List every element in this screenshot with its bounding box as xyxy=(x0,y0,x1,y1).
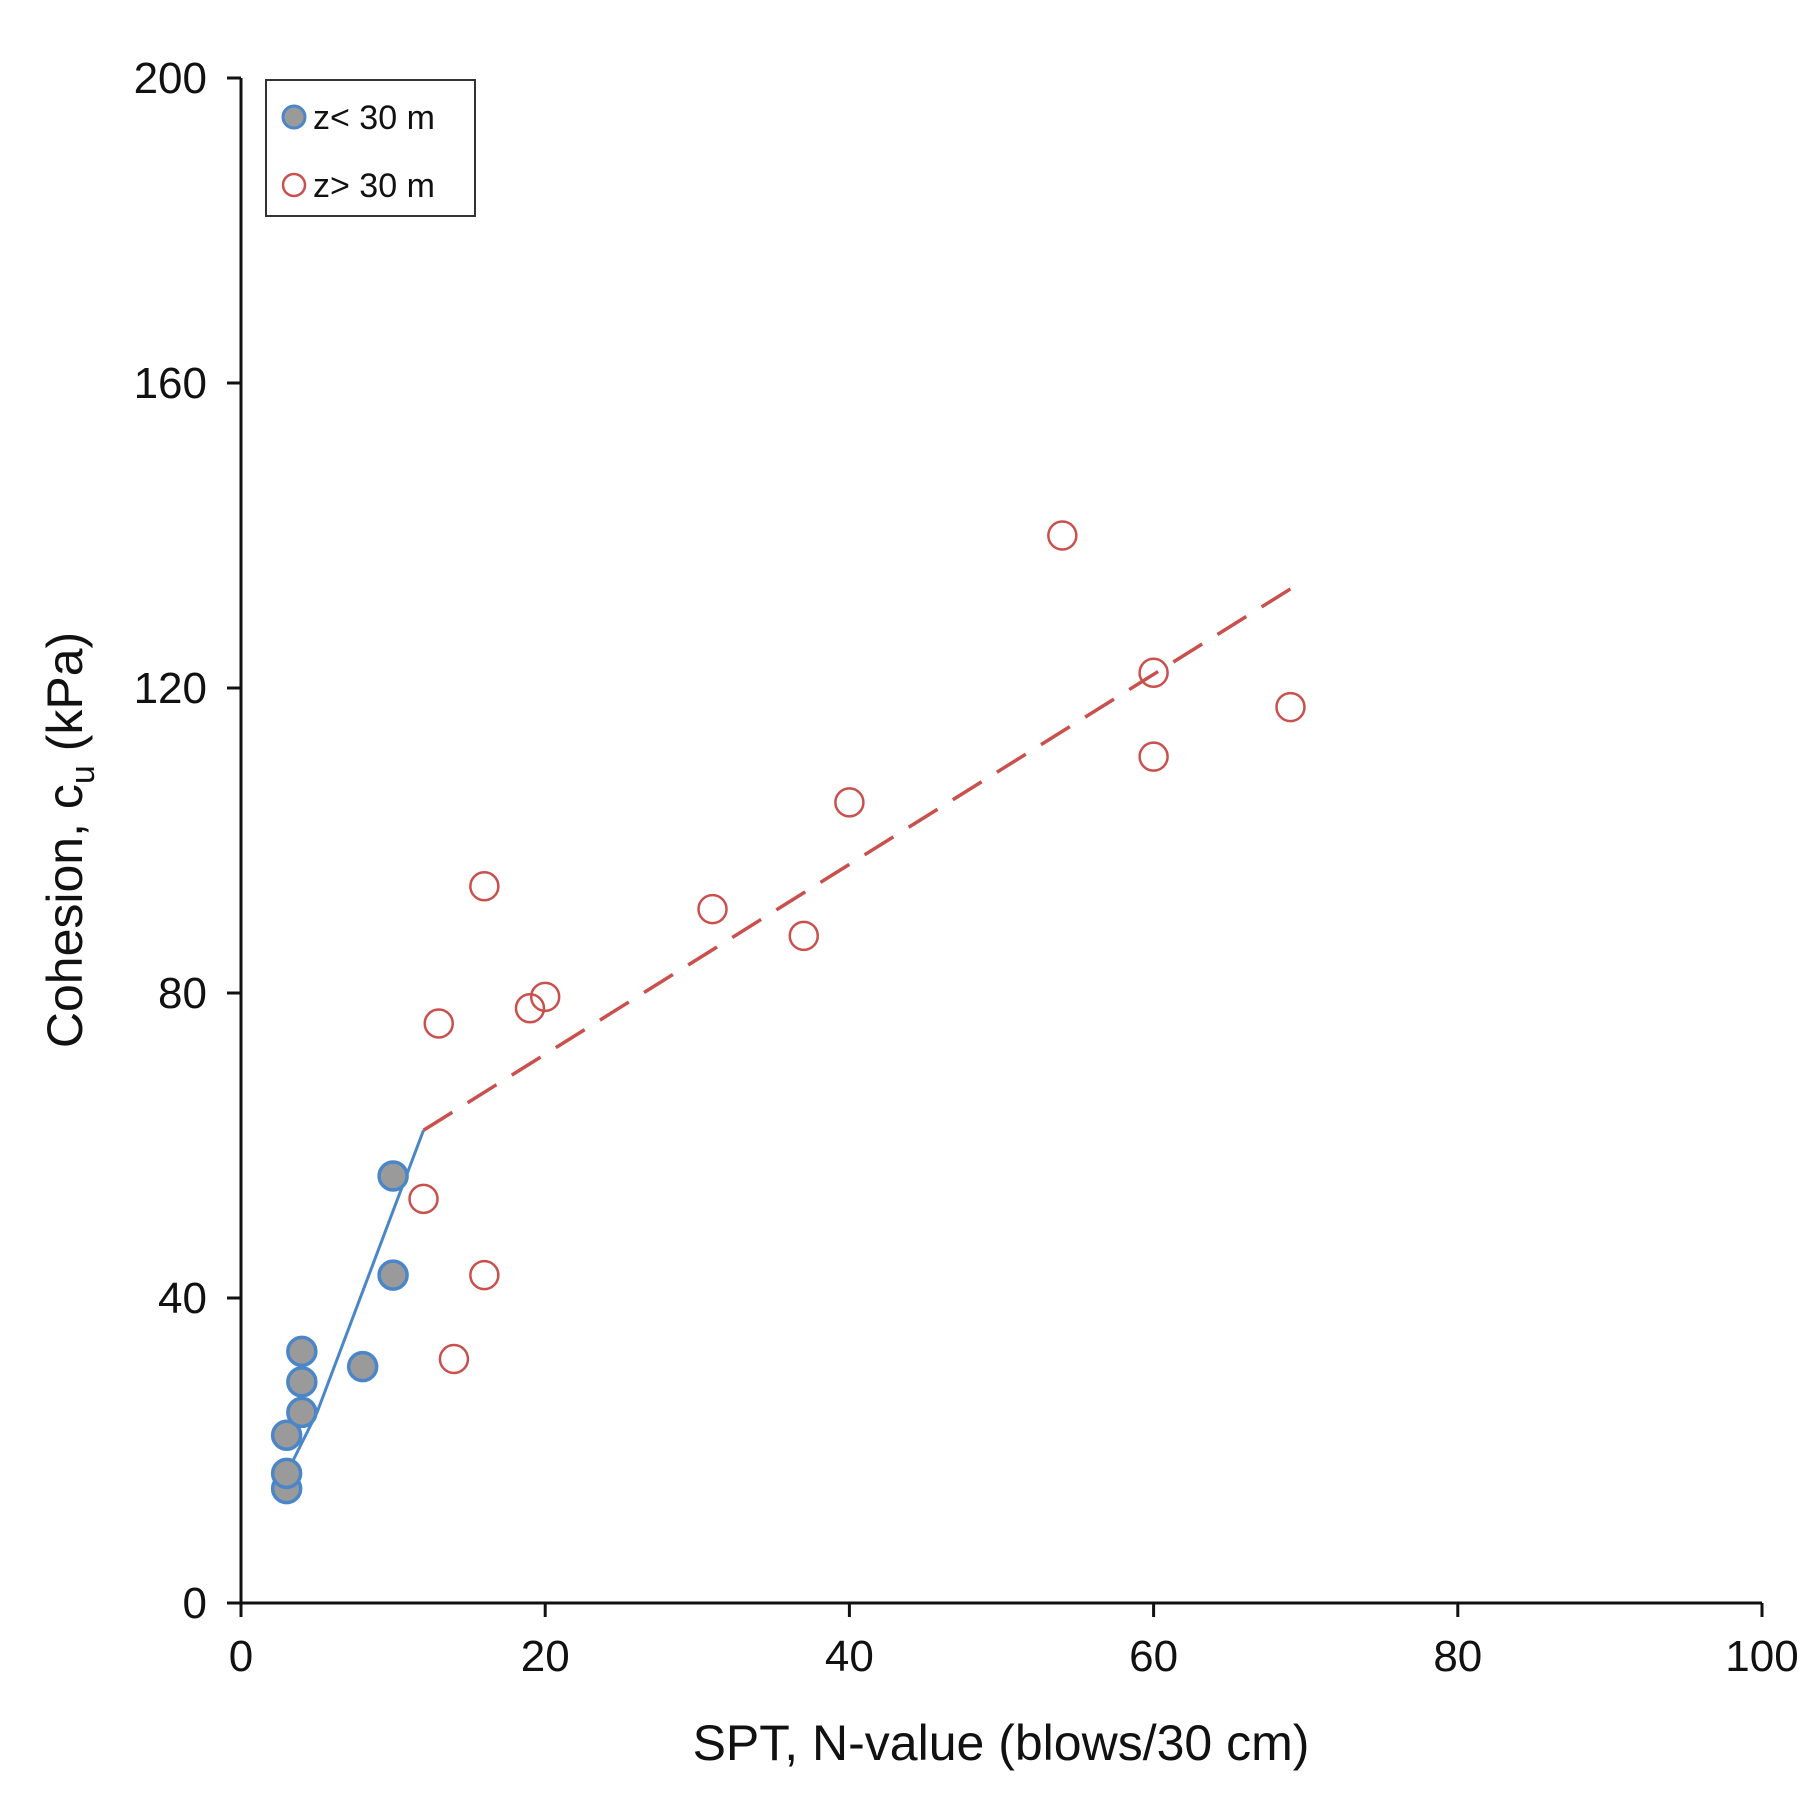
legend-marker-shallow xyxy=(281,104,307,130)
data-point-deep xyxy=(1047,520,1078,551)
y-axis-title-prefix: Cohesion, c xyxy=(37,784,93,1048)
y-tick-label: 0 xyxy=(183,1579,207,1628)
y-axis-title: Cohesion, cu (kPa) xyxy=(37,632,102,1048)
y-tick-label: 160 xyxy=(134,359,207,408)
data-point-deep xyxy=(1138,741,1169,772)
data-point-deep xyxy=(834,787,865,818)
data-point-deep xyxy=(469,1259,500,1291)
axes xyxy=(239,78,1762,1605)
data-point-deep xyxy=(697,893,728,925)
legend-marker-deep xyxy=(281,172,307,198)
x-tick-label: 40 xyxy=(825,1632,874,1681)
y-axis-title-subscript: u xyxy=(64,765,102,784)
data-point-deep xyxy=(408,1183,439,1215)
data-point-deep xyxy=(469,871,500,902)
x-axis-title: SPT, N-value (blows/30 cm) xyxy=(693,1715,1310,1771)
data-point-deep xyxy=(1138,657,1169,688)
data-point-deep xyxy=(788,920,820,952)
legend-entry-deep: z> 30 m xyxy=(281,167,435,205)
data-point-deep xyxy=(514,993,546,1024)
legend-label-deep: z> 30 m xyxy=(313,167,435,205)
x-tick-label: 100 xyxy=(1725,1632,1798,1681)
data-point-shallow xyxy=(270,1457,303,1490)
data-point-shallow xyxy=(270,1419,303,1451)
data-point-deep xyxy=(1275,691,1306,723)
trendlines xyxy=(285,587,1292,1475)
trendline-deep xyxy=(422,587,1292,1132)
legend-label-shallow: z< 30 m xyxy=(313,99,435,137)
data-point-shallow xyxy=(286,1335,318,1368)
data-point-shallow xyxy=(286,1366,318,1398)
data-point-deep xyxy=(438,1343,470,1375)
data-point-deep xyxy=(529,981,561,1013)
x-tick-label: 80 xyxy=(1433,1632,1482,1681)
data-point-shallow xyxy=(377,1259,409,1291)
legend-entry-shallow: z< 30 m xyxy=(281,99,435,137)
x-tick-label: 0 xyxy=(229,1632,253,1681)
data-point-deep xyxy=(423,1008,454,1039)
y-tick-label: 120 xyxy=(134,664,207,713)
y-ticks: 0 40 80 120 160 200 xyxy=(134,54,241,1628)
data-points xyxy=(270,520,1306,1505)
y-tick-label: 200 xyxy=(134,54,207,103)
data-point-shallow xyxy=(377,1160,409,1192)
x-tick-label: 60 xyxy=(1129,1632,1178,1681)
legend: z< 30 m z> 30 m xyxy=(265,79,476,217)
y-tick-label: 40 xyxy=(158,1274,207,1323)
y-tick-label: 80 xyxy=(158,969,207,1018)
data-point-shallow xyxy=(286,1396,318,1429)
y-axis-title-suffix: (kPa) xyxy=(37,632,93,765)
x-tick-label: 20 xyxy=(521,1632,570,1681)
data-point-shallow xyxy=(346,1350,379,1383)
x-ticks: 0 20 40 60 80 100 xyxy=(229,1603,1799,1681)
